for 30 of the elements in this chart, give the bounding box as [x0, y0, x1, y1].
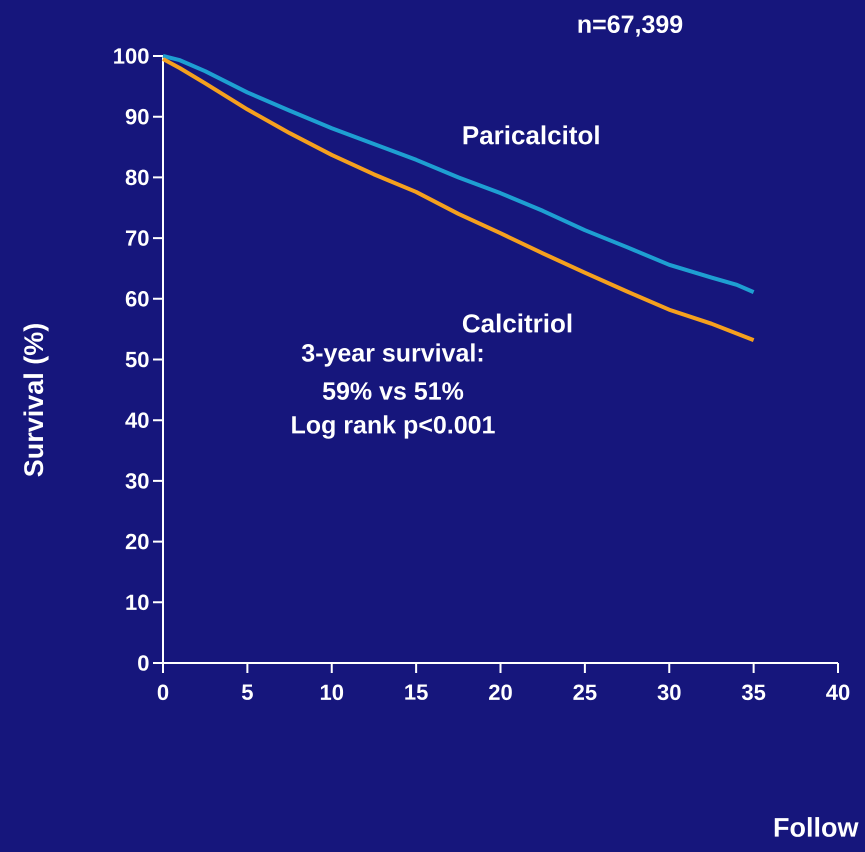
y-tick-label: 0: [138, 655, 149, 671]
y-tick-label: 100: [114, 48, 149, 64]
y-tick-label: 90: [126, 108, 149, 124]
x-tick-label: 35: [742, 684, 766, 700]
line-series: [161, 54, 756, 294]
text: n=67,399: [578, 15, 682, 37]
y-tick-label: 50: [126, 352, 149, 368]
annotation: Log rank p<0.001: [292, 415, 495, 439]
annotation: 59% vs 51%: [322, 382, 464, 400]
x-tick-label: 40: [826, 684, 850, 700]
y-tick-label: 20: [126, 534, 149, 550]
x-tick-label: 20: [489, 684, 512, 700]
y-tick-label: 70: [126, 230, 149, 246]
y-tick-label: 40: [125, 412, 149, 428]
series-label: Paricalcitol: [464, 125, 599, 144]
y-tick-label: 80: [126, 170, 149, 186]
annotation: 3-year survival:: [302, 343, 482, 367]
x-axis-title: Follow: [774, 817, 859, 837]
x-tick-label: 15: [405, 684, 428, 700]
x-tick-label: 25: [573, 684, 596, 700]
x-tick-label: 5: [242, 684, 253, 700]
y-tick-label: 30: [126, 473, 149, 489]
x-tick-label: 0: [158, 684, 168, 700]
x-tick-label: 30: [658, 684, 681, 700]
y-axis-title: Survival (%): [23, 324, 49, 476]
y-tick-label: 10: [126, 594, 149, 610]
series-label: Calcitriol: [462, 314, 572, 333]
line-series: [161, 57, 756, 342]
x-tick-label: 10: [320, 684, 344, 700]
y-tick-label: 60: [126, 291, 149, 307]
